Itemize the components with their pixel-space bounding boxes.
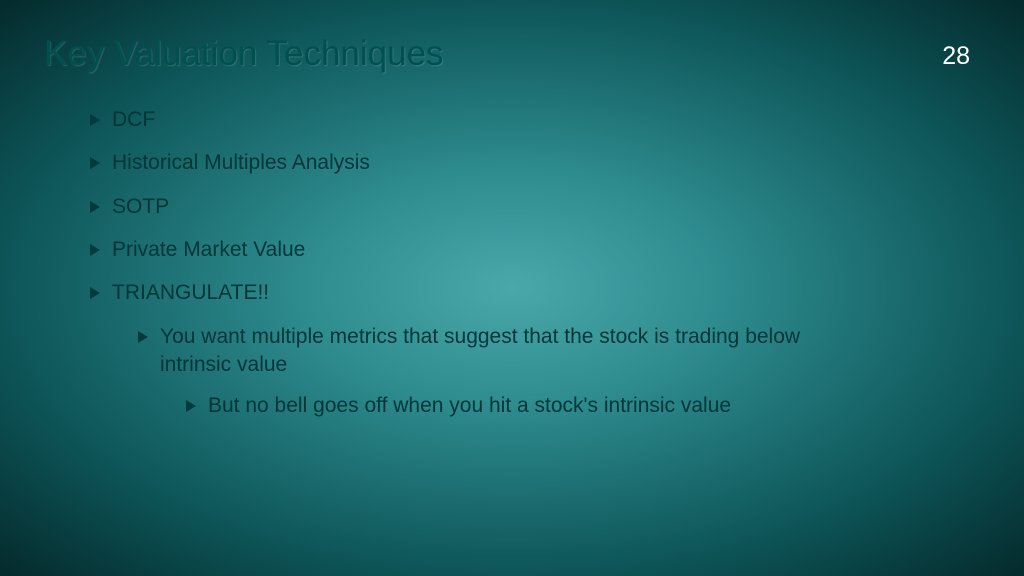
triangle-bullet-icon [186, 400, 196, 412]
list-item: SOTP [90, 193, 930, 221]
list-item: TRIANGULATE!! [90, 279, 930, 307]
list-item: You want multiple metrics that suggest t… [90, 323, 930, 380]
bullet-text: SOTP [112, 193, 169, 221]
triangle-bullet-icon [90, 201, 100, 213]
bullet-text: TRIANGULATE!! [112, 279, 269, 307]
bullet-text: You want multiple metrics that suggest t… [160, 323, 810, 380]
triangle-bullet-icon [90, 114, 100, 126]
triangle-bullet-icon [90, 244, 100, 256]
list-item: Private Market Value [90, 236, 930, 264]
slide-content: DCF Historical Multiples Analysis SOTP P… [90, 106, 930, 434]
bullet-text: DCF [112, 106, 155, 134]
triangle-bullet-icon [90, 287, 100, 299]
slide-title: Key Valuation Techniques [44, 34, 444, 74]
slide-number: 28 [942, 42, 970, 71]
list-item: Historical Multiples Analysis [90, 149, 930, 177]
bullet-text: Private Market Value [112, 236, 305, 264]
triangle-bullet-icon [90, 157, 100, 169]
bullet-text: But no bell goes off when you hit a stoc… [208, 392, 731, 420]
bullet-text: Historical Multiples Analysis [112, 149, 370, 177]
list-item: But no bell goes off when you hit a stoc… [90, 392, 930, 420]
list-item: DCF [90, 106, 930, 134]
triangle-bullet-icon [138, 331, 148, 343]
